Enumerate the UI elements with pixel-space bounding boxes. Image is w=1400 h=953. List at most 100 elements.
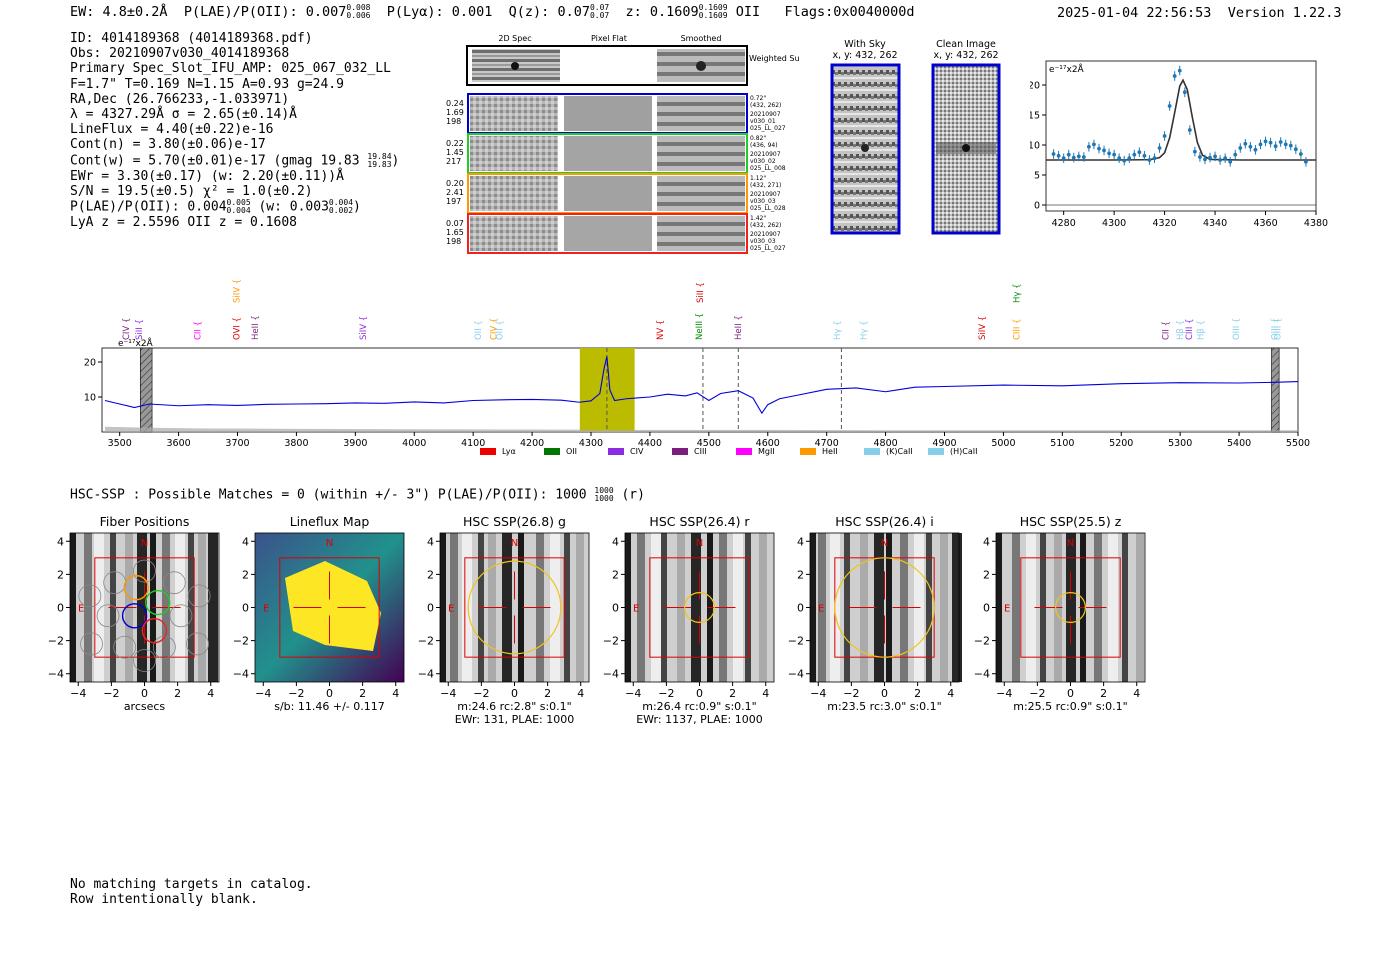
fit-data-point (1213, 154, 1217, 159)
spec-xtick-label: 4800 (873, 438, 897, 449)
fit-data-point (1127, 156, 1132, 161)
panel-ytick-label: −2 (788, 635, 804, 648)
panel-stripe (188, 533, 194, 682)
row1-left-2: 1.69 (446, 108, 464, 117)
panel-ytick-label: −2 (48, 635, 64, 648)
fit-data-point (1092, 142, 1096, 147)
spec-legend-label: HeII (822, 447, 838, 456)
fit-data-point (1177, 68, 1182, 73)
row2-right-3: 20210907 (750, 151, 781, 158)
row4-right-3: 20210907 (750, 231, 781, 238)
plae-value: P(LAE)/P(OII): 0.007 (183, 4, 347, 20)
panel-stripe (818, 533, 826, 682)
fit-data-point (1273, 144, 1278, 149)
spec-xtick-label: 3500 (108, 438, 132, 449)
fit-data-point (1243, 141, 1248, 146)
spec-line-label: HeII { (251, 315, 261, 340)
spec-xtick-label: 5200 (1109, 438, 1133, 449)
spec-xtick-label: 5000 (991, 438, 1015, 449)
panel-title: Fiber Positions (100, 514, 190, 529)
fit-xtick-label: 4360 (1253, 218, 1277, 229)
row3-right-5: 025_LL_028 (750, 205, 786, 212)
fit-data-point (1102, 148, 1106, 153)
fit-data-point (1278, 140, 1283, 144)
panel-stripe (874, 533, 884, 682)
row2-left-2: 1.45 (446, 148, 464, 157)
row2-right-2: (436, 94) (750, 142, 778, 149)
panel-ytick-label: 0 (983, 602, 990, 615)
panel-stripe (940, 533, 948, 682)
fit-data-point (1142, 153, 1147, 158)
north-marker: N (511, 538, 518, 549)
spec-legend-label: OII (566, 447, 577, 456)
spec-xtick-label: 3700 (225, 438, 249, 449)
fit-data-point (1253, 147, 1258, 152)
panel-stripe (208, 533, 218, 682)
fiber-circle (78, 584, 102, 608)
fit-data-point (1304, 159, 1308, 164)
footer-line-2: Row intentionally blank. (70, 892, 258, 907)
panel-title: HSC SSP(26.4) i (835, 514, 933, 529)
row3-right-1: 1.12" (750, 175, 766, 182)
with-sky-image (830, 63, 901, 235)
qz-value: Q(z): 0.07 (508, 4, 590, 20)
clean-image-title: Clean Image (936, 39, 996, 50)
panel-stripe (759, 533, 767, 682)
panel-ytick-label: 4 (57, 535, 64, 548)
fit-data-point (1208, 155, 1212, 160)
aperture-box (94, 557, 195, 658)
panel-xtick-label: −4 (255, 687, 271, 700)
panel-sublabel: EWr: 1137, PLAE: 1000 (636, 713, 763, 726)
spec-line-label: OII { (474, 320, 484, 340)
spec-line-label: NV { (656, 320, 666, 340)
fit-data-point (1107, 151, 1111, 156)
north-marker: N (881, 538, 888, 549)
fit-data-point (1162, 134, 1167, 138)
row1-right-1: 0.72" (750, 95, 766, 102)
row3-left-2: 2.41 (446, 188, 464, 197)
fit-data-point (1203, 157, 1207, 162)
panel-xtick-label: −4 (625, 687, 641, 700)
fit-data-point (1056, 153, 1061, 158)
spec-legend-swatch (608, 448, 624, 455)
panel-xlabel: m:24.6 rc:2.8" s:0.1" (457, 700, 572, 713)
panel-stripe (450, 533, 458, 682)
fit-data-point (1268, 140, 1273, 145)
panel-xlabel: s/b: 11.46 +/- 0.117 (274, 700, 385, 713)
fit-data-point (1071, 155, 1076, 160)
image-panel-2: Lineflux Map N E −4 −4 −2 −2 0 0 2 2 4 4 s/b: 11.46 +… (233, 514, 405, 713)
fiber-circle-highlight (123, 574, 149, 601)
row1-left-1: 0.24 (446, 99, 464, 108)
z-hi: 0.1609 (698, 3, 728, 12)
row4-right-5: 025_LL_027 (750, 245, 786, 252)
info-lyaz: LyA z = 2.5596 OII z = 0.1608 (70, 215, 297, 231)
col-label-2dspec: 2D Spec (498, 34, 531, 43)
plae-hi: 0.008 (346, 3, 371, 12)
fit-data-point (1187, 128, 1192, 132)
weighted-label: Weighted Sum (749, 54, 800, 63)
fiber-circle-highlight (145, 589, 171, 616)
panel-stripe (625, 533, 631, 682)
row4-right-4: v030_03 (750, 238, 776, 245)
ew-value: EW: 4.8±0.2Å (70, 4, 168, 20)
spec-line-label: SiIV { (232, 279, 242, 303)
fit-data-point (1198, 155, 1202, 159)
spec-line-label: CIV { (490, 318, 500, 340)
matches-lo: 1000 (594, 494, 614, 503)
spec-xtick-label: 4200 (520, 438, 544, 449)
weighted-source-dot (511, 62, 519, 70)
panel-title: HSC SSP(26.4) r (649, 514, 750, 529)
plae2-hi: 0.005 (226, 198, 251, 208)
panel-stripe (576, 533, 584, 682)
panel-xtick-label: 0 (326, 687, 333, 700)
clean-image-coords: x, y: 432, 262 (933, 50, 998, 61)
fit-ytick-label: 5 (1034, 171, 1040, 182)
panel-xtick-label: 0 (881, 687, 888, 700)
plae2-text: P(LAE)/P(OII): 0.004 (70, 199, 227, 215)
north-marker: N (326, 538, 333, 549)
panel-ytick-label: −4 (48, 668, 64, 681)
info-ewr: EWr = 3.30(±0.17) (w: 2.20(±0.11))Å (70, 168, 344, 184)
panel-stripe (502, 533, 512, 682)
fit-data-point (1112, 152, 1117, 157)
panel-stripe (440, 533, 446, 682)
